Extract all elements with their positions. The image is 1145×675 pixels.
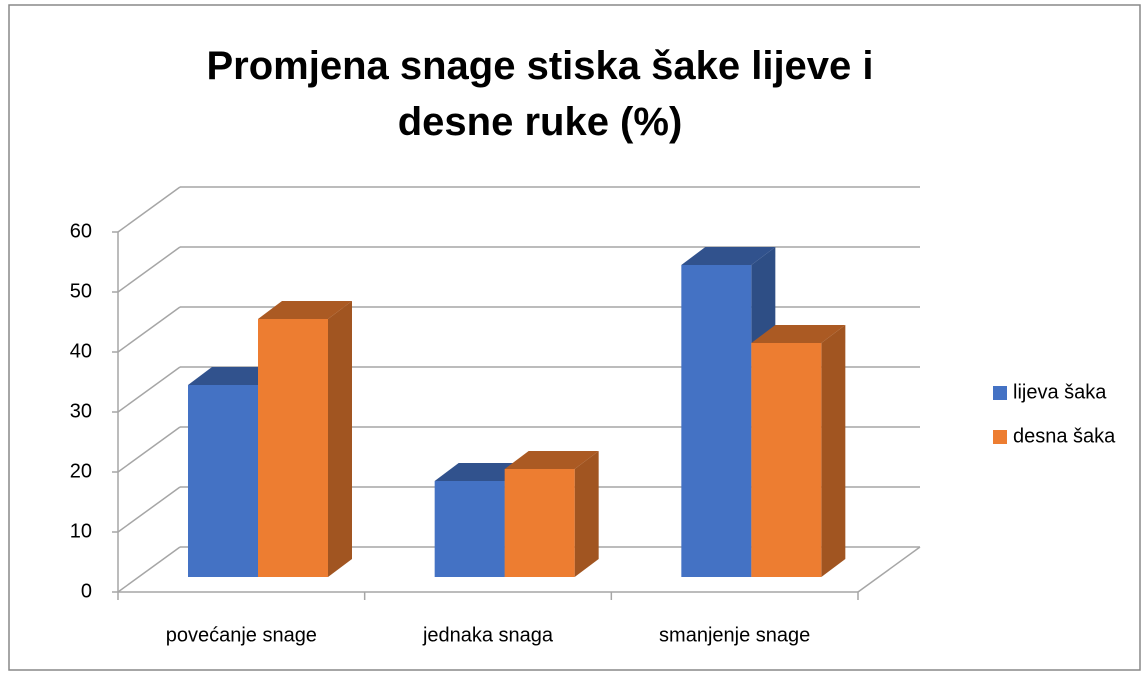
grid-line-side	[117, 546, 181, 593]
bar-top	[258, 301, 352, 319]
grid-line-side	[117, 306, 181, 353]
x-tick-label: povećanje snage	[166, 624, 317, 646]
y-tick-label: 50	[70, 280, 92, 302]
bar-front	[258, 319, 328, 577]
legend-swatch	[993, 386, 1007, 400]
bar-front	[188, 385, 258, 577]
bar-top	[504, 451, 599, 469]
bar-front	[434, 481, 505, 577]
y-tick-label: 30	[70, 400, 92, 422]
y-tick-label: 60	[70, 220, 92, 242]
grid-line-side	[117, 486, 181, 533]
bar-top	[751, 325, 846, 343]
legend-label: desna šaka	[1013, 425, 1116, 447]
floor-edge	[857, 546, 921, 593]
bar-front	[751, 343, 822, 577]
bar-front	[681, 265, 752, 577]
bar-side	[821, 325, 846, 577]
bar	[258, 301, 352, 577]
y-tick-label: 10	[70, 520, 92, 542]
legend-label: lijeva šaka	[1013, 381, 1107, 403]
bar	[504, 451, 599, 577]
grid-line-side	[117, 246, 181, 293]
x-tick-label: jednaka snaga	[422, 624, 554, 646]
bar-side	[328, 301, 352, 577]
grid-line-side	[117, 366, 181, 413]
x-tick-label: smanjenje snage	[659, 624, 810, 646]
bar-side	[574, 451, 599, 577]
y-tick-label: 0	[81, 580, 92, 602]
y-tick-label: 20	[70, 460, 92, 482]
chart-title: Promjena snage stiska šake lijeve i desn…	[206, 44, 874, 144]
grid-line-side	[117, 426, 181, 473]
y-tick-label: 40	[70, 340, 92, 362]
legend-swatch	[993, 430, 1007, 444]
bar-top	[681, 247, 776, 265]
bar	[751, 325, 846, 577]
bar-front	[504, 469, 575, 577]
grid-line-side	[117, 186, 181, 233]
